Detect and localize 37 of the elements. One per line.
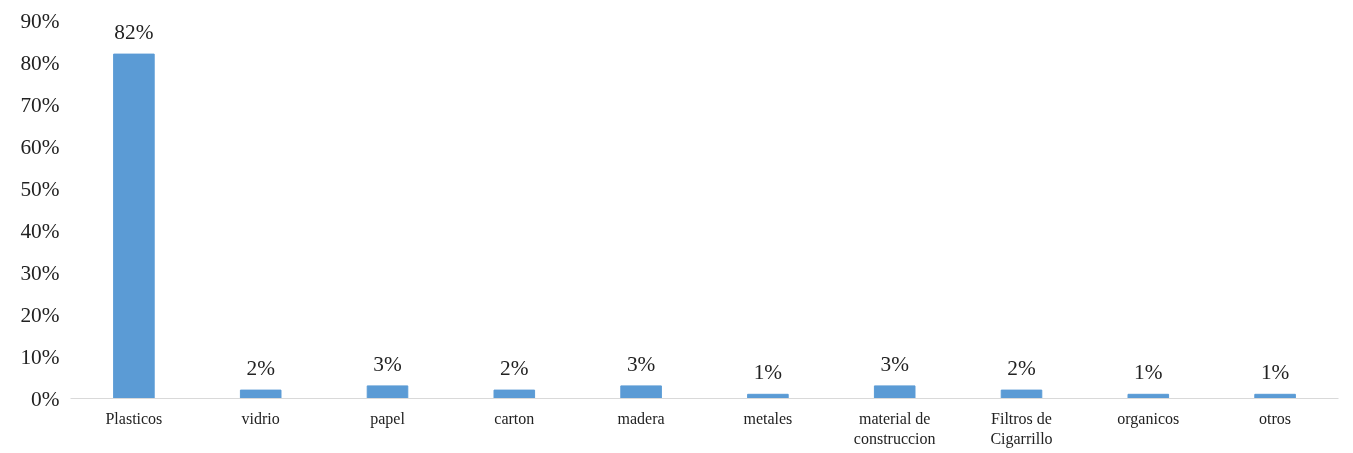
x-tick-label: carton (494, 409, 535, 427)
x-tick-label: metales (743, 409, 793, 427)
x-tick-label: Filtros de Cigarrillo (990, 409, 1053, 448)
data-label: 2% (500, 356, 529, 381)
y-tick-label: 80% (20, 50, 60, 75)
bar (873, 385, 916, 399)
x-tick-label: vidrio (241, 409, 280, 427)
bar (366, 385, 409, 399)
x-tick-label: Plasticos (105, 409, 163, 427)
x-tick-label: material de construccion (853, 409, 936, 447)
data-label: 3% (880, 351, 910, 376)
y-tick-label: 50% (20, 176, 60, 201)
x-tick-label: madera (617, 409, 665, 427)
data-label: 1% (1260, 360, 1290, 385)
y-tick-label: 20% (20, 302, 60, 327)
data-label: 1% (1134, 360, 1163, 385)
y-tick-label: 60% (20, 134, 60, 159)
x-tick-label: papel (370, 409, 406, 428)
bar (620, 385, 662, 399)
bar (239, 389, 282, 399)
data-label: 1% (753, 360, 783, 385)
data-label: 82% (114, 20, 154, 45)
y-tick-label: 70% (20, 92, 60, 117)
bar (113, 53, 155, 399)
y-tick-label: 10% (20, 344, 60, 369)
bar (493, 389, 536, 399)
data-label: 3% (626, 351, 656, 376)
y-tick-label: 40% (20, 218, 60, 243)
x-tick-label: organicos (1117, 409, 1180, 428)
bar (1000, 389, 1043, 399)
y-tick-label: 30% (20, 260, 60, 285)
data-label: 3% (373, 351, 402, 376)
y-tick-label: 0% (31, 386, 60, 411)
data-label: 2% (1007, 356, 1036, 381)
data-label: 2% (246, 356, 276, 381)
y-tick-label: 90% (20, 8, 60, 33)
x-tick-label: otros (1259, 409, 1292, 427)
